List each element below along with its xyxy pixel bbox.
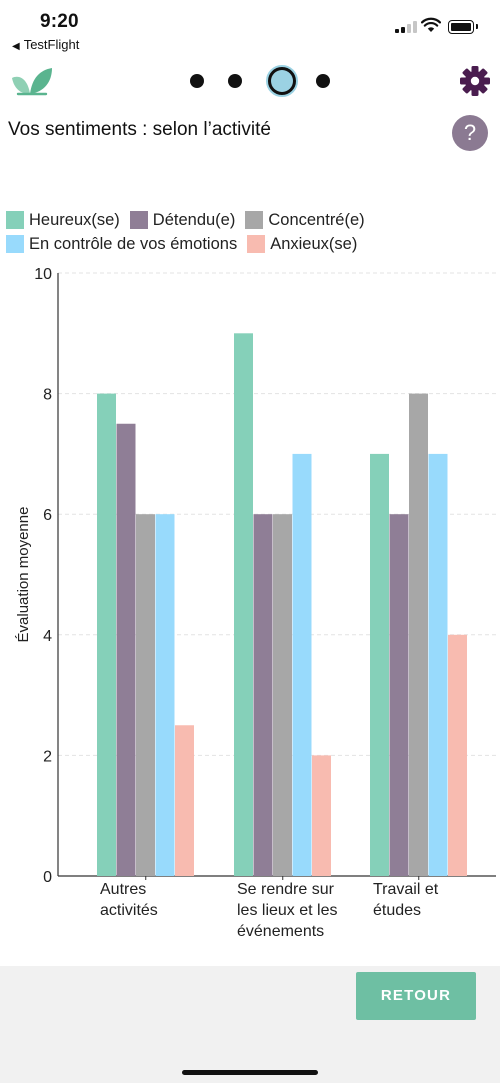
- status-time: 9:20: [40, 11, 79, 32]
- x-tick-label: Autres: [100, 881, 146, 898]
- x-tick-label: Travail et: [373, 881, 439, 898]
- page-dot-active[interactable]: [266, 65, 298, 97]
- legend-swatch: [247, 235, 266, 253]
- app-header: [0, 58, 500, 106]
- legend-label: Concentré(e): [268, 210, 365, 229]
- legend-item-controle: En contrôle de vos émotions: [6, 235, 237, 254]
- bar: [234, 333, 253, 876]
- bar: [312, 755, 331, 876]
- page-title: Vos sentiments : selon l’activité: [8, 119, 271, 140]
- legend-swatch: [6, 235, 24, 253]
- legend-swatch: [129, 211, 148, 229]
- bar-chart: 0 2 4 6 8 10 Évaluation moyenne Autres activités…: [15, 266, 496, 940]
- bar: [409, 393, 428, 876]
- x-tick-label: les lieux et les: [237, 902, 338, 919]
- bar: [155, 514, 175, 876]
- y-tick-label: 0: [43, 869, 52, 886]
- y-tick-label: 10: [34, 266, 52, 283]
- wifi-icon: [421, 17, 441, 32]
- y-tick-label: 4: [43, 628, 52, 645]
- status-bar: 9:20 ◀ TestFlight: [0, 0, 500, 58]
- bar: [175, 725, 194, 876]
- battery-icon: [448, 20, 478, 34]
- page-indicator: [190, 64, 354, 98]
- cellular-signal-icon: [395, 21, 417, 33]
- back-app-label: TestFlight: [23, 37, 80, 52]
- bar: [136, 514, 155, 876]
- bar: [292, 453, 312, 876]
- retour-button[interactable]: RETOUR: [356, 972, 476, 1020]
- page-dot-1[interactable]: [190, 74, 204, 88]
- bar: [389, 514, 409, 876]
- back-arrow-icon: ◀: [12, 41, 20, 52]
- page-dot-4[interactable]: [316, 74, 330, 88]
- legend-label: Heureux(se): [29, 210, 120, 229]
- leaf-logo-icon: [12, 68, 52, 96]
- help-button[interactable]: ?: [452, 115, 488, 151]
- bar: [428, 453, 448, 876]
- bar: [253, 514, 273, 876]
- x-tick-label: événements: [237, 923, 324, 940]
- y-axis-label: Évaluation moyenne: [15, 507, 32, 643]
- legend-item-heureux: Heureux(se): [6, 211, 120, 230]
- y-tick-label: 6: [43, 507, 52, 524]
- page-dot-2[interactable]: [228, 74, 242, 88]
- x-tick-label: études: [373, 902, 421, 919]
- legend-row-2: En contrôle de vos émotions Anxieux(se): [6, 232, 496, 256]
- bar: [116, 423, 136, 876]
- legend-item-anxieux: Anxieux(se): [247, 235, 357, 254]
- back-to-app-link[interactable]: ◀ TestFlight: [12, 37, 79, 52]
- x-tick-label: Se rendre sur: [237, 881, 335, 898]
- legend-swatch: [6, 211, 24, 229]
- legend-item-detendu: Détendu(e): [129, 210, 236, 230]
- x-tick-label: activités: [100, 902, 158, 919]
- bar: [448, 634, 467, 876]
- legend-label: En contrôle de vos émotions: [29, 234, 238, 253]
- legend-label: Anxieux(se): [270, 234, 358, 253]
- y-tick-label: 8: [43, 387, 52, 404]
- chart-legend: Heureux(se) Détendu(e) Concentré(e) En c…: [6, 208, 496, 256]
- y-tick-label: 2: [43, 748, 52, 765]
- legend-label: Détendu(e): [152, 210, 236, 229]
- legend-item-concentre: Concentré(e): [245, 210, 365, 230]
- settings-gear-icon[interactable]: [458, 64, 492, 98]
- home-indicator: [182, 1070, 318, 1075]
- legend-row-1: Heureux(se) Détendu(e) Concentré(e): [6, 208, 496, 232]
- bar: [97, 393, 116, 876]
- legend-swatch: [245, 211, 264, 229]
- footer-bar: RETOUR: [0, 966, 500, 1083]
- bar: [370, 453, 389, 876]
- bar: [273, 514, 292, 876]
